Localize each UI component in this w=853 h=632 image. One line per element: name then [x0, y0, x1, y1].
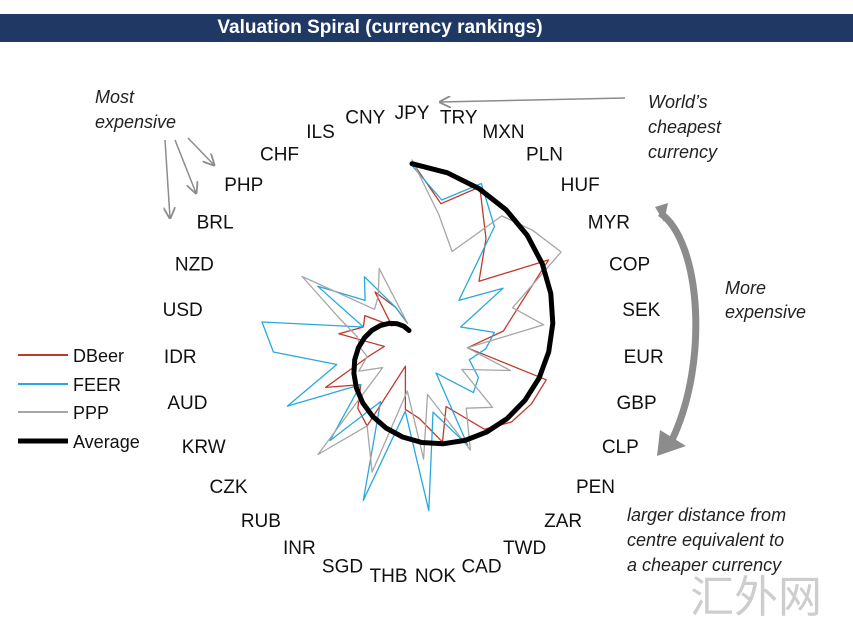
series-line-ppp	[301, 159, 562, 473]
watermark: 汇外网	[690, 572, 822, 623]
note-dist-line2: centre equivalent to	[627, 530, 784, 550]
category-label-gbp: GBP	[617, 393, 657, 414]
category-label-brl: BRL	[197, 212, 234, 233]
note-cheapest-line1: World’s	[648, 92, 708, 112]
arrow-cheapest	[440, 98, 626, 102]
category-label-pln: PLN	[526, 145, 563, 166]
category-label-inr: INR	[283, 538, 316, 559]
category-label-cny: CNY	[345, 108, 385, 129]
category-label-cad: CAD	[461, 556, 501, 577]
legend: DBeer FEER PPP Average	[18, 346, 140, 452]
note-dist-line1: larger distance from	[627, 505, 786, 525]
note-more-line2: expensive	[725, 302, 806, 322]
curved-arrow	[657, 210, 700, 442]
category-label-sgd: SGD	[322, 556, 363, 577]
category-label-myr: MYR	[588, 212, 630, 233]
curved-arrow-tail	[655, 203, 668, 222]
category-label-php: PHP	[224, 175, 263, 196]
category-label-eur: EUR	[624, 347, 664, 368]
series-line-feer	[261, 164, 504, 512]
worlds-cheapest-annotation: World’s cheapest currency	[440, 92, 722, 162]
larger-distance-annotation: larger distance from centre equivalent t…	[627, 505, 786, 575]
category-label-nok: NOK	[415, 566, 457, 587]
category-label-twd: TWD	[503, 538, 546, 559]
arrow-most-3	[187, 137, 214, 165]
category-label-rub: RUB	[241, 511, 281, 532]
category-label-try: TRY	[440, 108, 478, 129]
category-label-mxn: MXN	[482, 122, 524, 143]
series-line-average	[351, 161, 556, 447]
category-label-sek: SEK	[622, 300, 660, 321]
category-label-ils: ILS	[306, 122, 335, 143]
note-most-line2: expensive	[95, 112, 176, 132]
category-label-clp: CLP	[602, 437, 639, 458]
legend-label-feer: FEER	[73, 375, 121, 395]
legend-label-ppp: PPP	[73, 403, 109, 423]
note-cheapest-line3: currency	[648, 142, 718, 162]
note-most-line1: Most	[95, 87, 135, 107]
legend-label-dbeer: DBeer	[73, 346, 124, 366]
category-label-usd: USD	[163, 300, 203, 321]
category-label-cop: COP	[609, 254, 650, 275]
note-more-line1: More	[725, 278, 766, 298]
category-label-thb: THB	[370, 566, 408, 587]
category-label-chf: CHF	[260, 145, 299, 166]
category-label-idr: IDR	[164, 347, 197, 368]
category-label-zar: ZAR	[544, 511, 582, 532]
chart-title: Valuation Spiral (currency rankings)	[217, 17, 543, 38]
category-label-aud: AUD	[167, 393, 207, 414]
arrow-most-2	[174, 139, 196, 193]
title-bar: Valuation Spiral (currency rankings)	[0, 14, 853, 42]
category-label-pen: PEN	[576, 477, 615, 498]
legend-label-average: Average	[73, 432, 140, 452]
more-expensive-annotation: More expensive	[655, 203, 806, 456]
category-label-czk: CZK	[210, 477, 248, 498]
arrow-most-1	[165, 139, 170, 218]
curved-arrow-head	[657, 430, 686, 456]
category-label-nzd: NZD	[175, 254, 214, 275]
category-label-huf: HUF	[561, 175, 600, 196]
series-layer	[261, 159, 562, 512]
note-cheapest-line2: cheapest	[648, 117, 722, 137]
most-expensive-annotation: Most expensive	[95, 87, 214, 218]
category-label-jpy: JPY	[395, 103, 430, 124]
category-label-krw: KRW	[182, 437, 226, 458]
note-dist-line3: a cheaper currency	[627, 555, 782, 575]
